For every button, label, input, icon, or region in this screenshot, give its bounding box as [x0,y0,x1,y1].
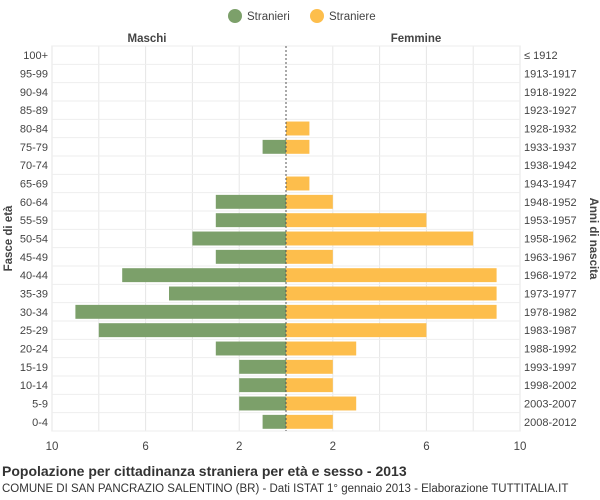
birth-year-tick-label: 1958-1962 [524,234,577,246]
bar-stranieri-45-49 [215,249,286,264]
age-tick-label: 90-94 [20,87,48,99]
legend-swatch-straniere [310,9,324,23]
age-tick-label: 50-54 [20,234,48,246]
age-tick-label: 25-29 [20,325,48,337]
x-tick-label: 2 [330,441,336,453]
age-tick-label: 15-19 [20,362,48,374]
bar-straniere-35-39 [286,286,497,301]
population-pyramid-chart: 100+ ≤ 1912 95-99 1913-1917 90-94 1918-1922 85… [3,9,599,453]
age-tick-label: 65-69 [20,179,48,191]
bar-stranieri-40-44 [122,268,286,283]
birth-year-tick-label: 1988-1992 [524,344,577,356]
birth-year-tick-label: 2008-2012 [524,417,577,429]
birth-year-tick-label: 1913-1917 [524,69,577,81]
x-tick-label: 6 [142,441,148,453]
bar-straniere-55-59 [286,213,427,228]
birth-year-tick-label: ≤ 1912 [524,50,558,62]
left-header-maschi: Maschi [128,33,167,45]
age-tick-label: 40-44 [20,270,48,282]
birth-year-tick-label: 1928-1932 [524,124,577,136]
birth-year-tick-label: 1933-1937 [524,142,577,154]
birth-year-tick-label: 1963-1967 [524,252,577,264]
chart-title: Popolazione per cittadinanza straniera p… [2,463,407,479]
bar-stranieri-30-34 [75,304,287,319]
legend-label-straniere: Straniere [329,11,376,23]
birth-year-tick-label: 1983-1987 [524,325,577,337]
right-header-femmine: Femmine [391,33,442,45]
bar-stranieri-75-79 [262,139,286,154]
birth-year-tick-label: 1998-2002 [524,380,577,392]
bar-straniere-15-19 [286,359,333,374]
bar-straniere-80-84 [286,121,310,136]
birth-year-tick-label: 1978-1982 [524,307,577,319]
x-tick-label: 6 [423,441,429,453]
birth-year-tick-label: 1968-1972 [524,270,577,282]
age-tick-label: 85-89 [20,105,48,117]
chart-subtitle: COMUNE DI SAN PANCRAZIO SALENTINO (BR) -… [2,483,569,495]
age-tick-label: 95-99 [20,69,48,81]
bar-straniere-20-24 [286,341,357,356]
birth-year-tick-label: 1993-1997 [524,362,577,374]
bar-straniere-45-49 [286,249,333,264]
bar-straniere-50-54 [286,231,474,246]
bar-straniere-0-4 [286,414,333,429]
birth-year-tick-label: 1938-1942 [524,160,577,172]
bar-stranieri-35-39 [169,286,286,301]
age-tick-label: 5-9 [32,399,48,411]
y-axis-title-right: Anni di nascita [587,198,599,280]
x-tick-label: 2 [236,441,242,453]
bar-stranieri-55-59 [215,213,286,228]
age-tick-label: 30-34 [20,307,48,319]
bar-straniere-65-69 [286,176,310,191]
bar-straniere-60-64 [286,194,333,209]
age-tick-label: 60-64 [20,197,48,209]
age-tick-label: 45-49 [20,252,48,264]
x-tick-label: 10 [514,441,527,453]
age-tick-label: 0-4 [32,417,48,429]
legend-swatch-stranieri [228,9,242,23]
bar-straniere-5-9 [286,396,357,411]
bar-stranieri-25-29 [98,323,286,338]
birth-year-tick-label: 1973-1977 [524,289,577,301]
legend-label-stranieri: Stranieri [247,11,290,23]
birth-year-tick-label: 1943-1947 [524,179,577,191]
age-tick-label: 75-79 [20,142,48,154]
bar-straniere-10-14 [286,378,333,393]
y-axis-title-left: Fasce di età [3,205,15,271]
age-tick-label: 70-74 [20,160,48,172]
age-tick-label: 20-24 [20,344,48,356]
bar-stranieri-15-19 [239,359,286,374]
bar-stranieri-60-64 [215,194,286,209]
bar-stranieri-0-4 [262,414,286,429]
bar-straniere-30-34 [286,304,497,319]
age-tick-label: 10-14 [20,380,48,392]
birth-year-tick-label: 1923-1927 [524,105,577,117]
birth-year-tick-label: 1948-1952 [524,197,577,209]
bar-straniere-75-79 [286,139,310,154]
birth-year-tick-label: 2003-2007 [524,399,577,411]
bar-stranieri-10-14 [239,378,286,393]
birth-year-tick-label: 1918-1922 [524,87,577,99]
x-tick-label: 10 [46,441,59,453]
bar-stranieri-50-54 [192,231,286,246]
age-tick-label: 55-59 [20,215,48,227]
birth-year-tick-label: 1953-1957 [524,215,577,227]
age-tick-label: 100+ [23,50,48,62]
bar-stranieri-20-24 [215,341,286,356]
bar-straniere-25-29 [286,323,427,338]
bar-straniere-40-44 [286,268,497,283]
age-tick-label: 80-84 [20,124,48,136]
bar-stranieri-5-9 [239,396,286,411]
age-tick-label: 35-39 [20,289,48,301]
